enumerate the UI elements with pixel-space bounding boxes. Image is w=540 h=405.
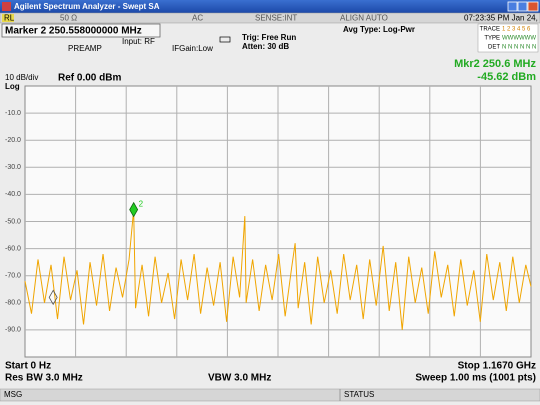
- trig-icon: [219, 36, 231, 43]
- status-item: 50 Ω: [60, 14, 77, 23]
- preamp-setting: PREAMP: [68, 44, 102, 53]
- trace-value: 1 2 3 4 5 6: [502, 27, 531, 33]
- message-bar: [0, 388, 540, 402]
- minimize-button[interactable]: [507, 1, 518, 12]
- rl-badge: [2, 14, 14, 22]
- trace: [24, 209, 532, 330]
- trace-label: TRACE: [480, 27, 500, 33]
- start-freq: Start 0 Hz: [5, 361, 51, 372]
- y-tick-label: -60.0: [5, 245, 21, 252]
- y-tick-label: -10.0: [5, 110, 21, 117]
- maximize-button[interactable]: [517, 1, 528, 12]
- status-item: ALIGN AUTO: [340, 14, 388, 23]
- atten-setting: Atten: 30 dB: [242, 42, 289, 51]
- plot: -10.0 -20.0 -30.0 -40.0 -50.0 -60.0 -70.0 -80.0…: [5, 86, 532, 357]
- y-tick-label: -80.0: [5, 300, 21, 307]
- trace-value: N N N N N N: [502, 45, 536, 51]
- y-tick-label: -90.0: [5, 327, 21, 334]
- y-tick-label: -50.0: [5, 218, 21, 225]
- title-bar: [0, 0, 540, 13]
- stop-freq: Stop 1.1670 GHz: [458, 361, 536, 372]
- scale-label: 10 dB/div: [5, 73, 38, 82]
- ifgain-setting: IFGain:Low: [172, 44, 213, 53]
- scale-type: Log: [5, 82, 20, 91]
- status-item: RL: [4, 14, 15, 23]
- status-label: STATUS: [344, 390, 374, 399]
- status-item: 07:23:35 PM Jan 24, 2010: [464, 14, 540, 23]
- y-tick-label: -40.0: [5, 191, 21, 198]
- status-item: SENSE:INT: [255, 14, 297, 23]
- y-tick-label: -70.0: [5, 273, 21, 280]
- trace-panel: [477, 23, 539, 53]
- status-row: [0, 12, 540, 24]
- marker-frequency: Marker 2 250.558000000 MHz: [5, 26, 142, 37]
- app-icon: [2, 2, 11, 11]
- y-tick-label: -30.0: [5, 164, 21, 171]
- res-bw: Res BW 3.0 MHz: [5, 373, 83, 384]
- trig-setting: Trig: Free Run: [242, 33, 296, 42]
- y-tick-label: -20.0: [5, 137, 21, 144]
- trace-label: TYPE: [484, 36, 500, 42]
- vbw: VBW 3.0 MHz: [208, 373, 271, 384]
- marker-readout-level: -45.62 dBm: [477, 71, 536, 83]
- ref-level: Ref 0.00 dBm: [58, 73, 121, 84]
- avg-setting: Avg Type: Log-Pwr: [343, 25, 415, 34]
- marker-diamond: [129, 201, 139, 218]
- msg-label: MSG: [4, 390, 22, 399]
- status-item: AC: [192, 14, 203, 23]
- marker-diamond: [48, 289, 58, 306]
- trace-label: DET: [488, 45, 500, 51]
- marker-readout-freq: Mkr2 250.6 MHz: [454, 58, 536, 70]
- marker-box[interactable]: [1, 23, 161, 38]
- window-title: Agilent Spectrum Analyzer - Swept SA: [14, 2, 160, 11]
- marker-label: 2: [139, 200, 144, 209]
- close-button[interactable]: [527, 1, 539, 12]
- input-setting: Input: RF: [122, 37, 155, 46]
- trace-value: WWWWWW: [502, 36, 536, 42]
- sweep: Sweep 1.00 ms (1001 pts): [415, 373, 536, 384]
